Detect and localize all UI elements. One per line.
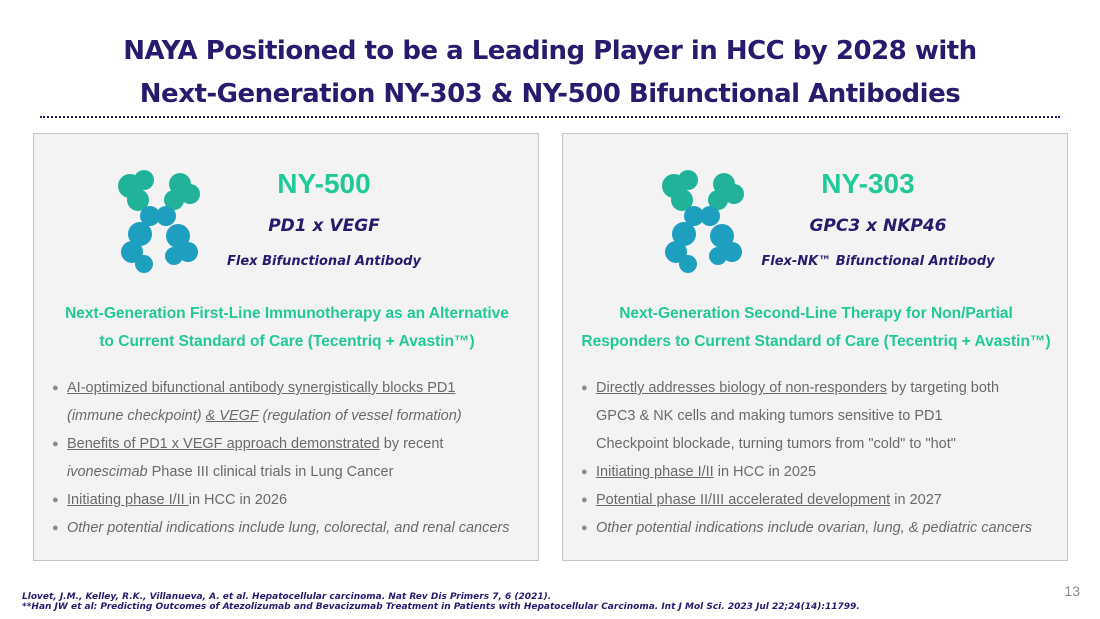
bullet-text: Phase III clinical trials in Lung Cancer bbox=[147, 464, 394, 480]
headline-line-1: Next-Generation First-Line Immunotherapy… bbox=[65, 305, 509, 322]
bullet-link[interactable]: AI-optimized bifunctional antibody syner… bbox=[67, 380, 456, 396]
title-line-2: Next-Generation NY-303 & NY-500 Bifuncti… bbox=[139, 79, 961, 109]
bullet-text: (immune checkpoint) bbox=[67, 408, 206, 424]
bullet-text: in HCC in 2025 bbox=[713, 464, 817, 480]
bullet-text: in 2027 bbox=[890, 492, 942, 508]
bullet-item: Benefits of PD1 x VEGF approach demonstr… bbox=[52, 430, 527, 486]
product-card-ny-500: NY-500 PD1 x VEGF Flex Bifunctional Anti… bbox=[33, 133, 539, 561]
headline-line-2: to Current Standard of Care (Tecentriq +… bbox=[99, 333, 475, 350]
bullet-item: Potential phase II/III accelerated devel… bbox=[581, 486, 1056, 514]
antibody-molecule-icon bbox=[118, 170, 200, 273]
bullet-item: Initiating phase I/II in HCC in 2025 bbox=[581, 458, 1056, 486]
product-target: GPC3 x NKP46 bbox=[809, 216, 947, 236]
headline-line-2: Responders to Current Standard of Care (… bbox=[581, 333, 1051, 350]
product-name: NY-500 bbox=[277, 168, 371, 199]
bullet-text: GPC3 & NK cells and making tumors sensit… bbox=[596, 408, 943, 424]
bullet-item: Directly addresses biology of non-respon… bbox=[581, 374, 1056, 458]
bullet-link[interactable]: Directly addresses biology of non-respon… bbox=[596, 380, 887, 396]
card-headline: Next-Generation Second-Line Therapy for … bbox=[573, 300, 1059, 356]
footnotes: Llovet, J.M., Kelley, R.K., Villanueva, … bbox=[22, 592, 860, 612]
page-number: 13 bbox=[1064, 583, 1080, 599]
bullet-text: by targeting both bbox=[886, 380, 1000, 396]
bullet-list: Directly addresses biology of non-respon… bbox=[581, 374, 1056, 542]
bullet-link[interactable]: Benefits of PD1 x VEGF approach demonstr… bbox=[67, 436, 380, 452]
bullet-text: Checkpoint blockade, turning tumors from… bbox=[596, 436, 956, 452]
antibody-molecule-icon bbox=[662, 170, 744, 273]
product-card-ny-303: NY-303 GPC3 x NKP46 Flex-NK™ Bifunctiona… bbox=[562, 133, 1068, 561]
bullet-item: Initiating phase I/II in HCC in 2026 bbox=[52, 486, 527, 514]
bullet-link[interactable]: Initiating phase I/II bbox=[67, 492, 189, 508]
card-headline: Next-Generation First-Line Immunotherapy… bbox=[44, 300, 530, 356]
antibody-type: Flex Bifunctional Antibody bbox=[227, 254, 421, 269]
bullet-item: Other potential indications include lung… bbox=[52, 514, 527, 542]
product-name: NY-303 bbox=[821, 168, 915, 199]
bullet-text: in HCC in 2026 bbox=[188, 492, 288, 508]
bullet-text: Other potential indications include lung… bbox=[67, 520, 510, 536]
bullet-link[interactable]: Potential phase II/III accelerated devel… bbox=[596, 492, 891, 508]
bullet-item: AI-optimized bifunctional antibody syner… bbox=[52, 374, 527, 430]
antibody-type: Flex-NK™ Bifunctional Antibody bbox=[761, 254, 995, 269]
bullet-link[interactable]: Initiating phase I/II bbox=[596, 464, 714, 480]
bullet-text: by recent bbox=[379, 436, 444, 452]
bullet-link[interactable]: & VEGF bbox=[205, 408, 259, 424]
title-divider bbox=[40, 116, 1060, 118]
footnote-line: **Han JW et al: Predicting Outcomes of A… bbox=[22, 602, 860, 612]
bullet-item: Other potential indications include ovar… bbox=[581, 514, 1056, 542]
bullet-text: Other potential indications include ovar… bbox=[596, 520, 1033, 536]
bullet-list: AI-optimized bifunctional antibody syner… bbox=[52, 374, 527, 542]
page-title: NAYA Positioned to be a Leading Player i… bbox=[0, 30, 1100, 116]
title-line-1: NAYA Positioned to be a Leading Player i… bbox=[123, 36, 977, 66]
bullet-text: (regulation of vessel formation) bbox=[258, 408, 462, 424]
footnote-line: Llovet, J.M., Kelley, R.K., Villanueva, … bbox=[22, 592, 552, 602]
headline-line-1: Next-Generation Second-Line Therapy for … bbox=[619, 305, 1013, 322]
product-target: PD1 x VEGF bbox=[268, 216, 380, 236]
bullet-text: ivonescimab bbox=[67, 464, 148, 480]
